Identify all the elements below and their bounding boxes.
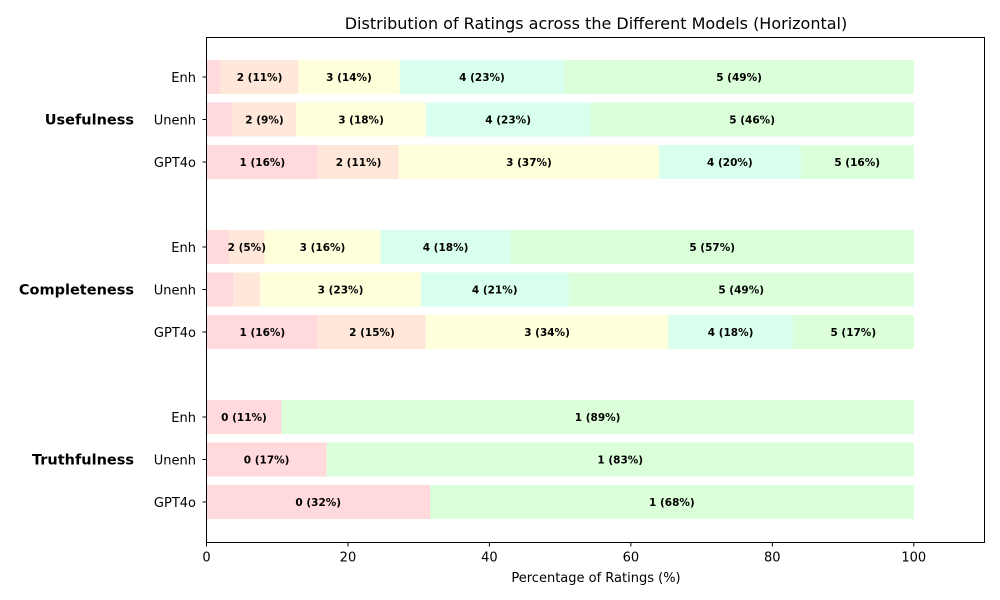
data-label-usefulness-enh-rating-4: 4 (23%) bbox=[459, 72, 505, 84]
bar-segment-truthfulness-enh-rating-1 bbox=[281, 400, 914, 434]
bar-segment-completeness-unenh-rating-1 bbox=[206, 272, 234, 307]
bar-segment-usefulness-gpt4o-rating-4 bbox=[659, 145, 801, 179]
data-label-truthfulness-unenh-rating-1: 1 (83%) bbox=[597, 455, 643, 467]
bar-segment-completeness-gpt4o-rating-3 bbox=[425, 315, 669, 349]
bar-segment-truthfulness-enh-rating-0 bbox=[206, 400, 282, 434]
group-label-truthfulness: Truthfulness bbox=[32, 453, 134, 469]
data-label-completeness-gpt4o-rating-2: 2 (15%) bbox=[349, 327, 395, 339]
group-label-usefulness: Usefulness bbox=[45, 113, 134, 129]
data-label-completeness-gpt4o-rating-3: 3 (34%) bbox=[524, 327, 570, 339]
data-label-usefulness-unenh-rating-5: 5 (46%) bbox=[729, 115, 775, 127]
data-label-usefulness-gpt4o-rating-3: 3 (37%) bbox=[506, 157, 552, 169]
data-label-completeness-enh-rating-3: 3 (16%) bbox=[300, 242, 346, 254]
data-label-completeness-unenh-rating-4: 4 (21%) bbox=[472, 285, 518, 297]
bar-segment-truthfulness-unenh-rating-0 bbox=[206, 442, 327, 477]
x-tick-label-0: 0 bbox=[202, 551, 210, 566]
bar-segment-usefulness-enh-rating-3 bbox=[298, 60, 400, 94]
x-tick-label-20: 20 bbox=[340, 551, 357, 566]
y-tick-label-completeness-enh: Enh bbox=[171, 241, 196, 256]
data-label-completeness-gpt4o-rating-1: 1 (16%) bbox=[240, 327, 286, 339]
bar-segment-usefulness-unenh-rating-3 bbox=[296, 102, 426, 137]
bar-segment-truthfulness-unenh-rating-1 bbox=[326, 442, 914, 477]
bar-segment-usefulness-gpt4o-rating-2 bbox=[318, 145, 399, 179]
bar-segment-usefulness-gpt4o-rating-3 bbox=[398, 145, 660, 179]
bar-segment-completeness-enh-rating-4 bbox=[380, 230, 511, 264]
x-tick-label-60: 60 bbox=[623, 551, 640, 566]
x-tick-label-100: 100 bbox=[901, 551, 926, 566]
x-axis: 0 20 40 60 80 100 bbox=[202, 542, 926, 566]
chart-title: Distribution of Ratings across the Diffe… bbox=[345, 14, 848, 33]
data-label-completeness-gpt4o-rating-5: 5 (17%) bbox=[830, 327, 876, 339]
data-label-truthfulness-gpt4o-rating-0: 0 (32%) bbox=[295, 497, 341, 509]
bar-segment-usefulness-enh-rating-5 bbox=[564, 60, 914, 94]
data-label-usefulness-enh-rating-2: 2 (11%) bbox=[237, 72, 283, 84]
bar-segment-completeness-unenh-rating-4 bbox=[420, 272, 569, 307]
bar-segment-completeness-enh-rating-5 bbox=[510, 230, 914, 264]
bar-segment-completeness-unenh-rating-2 bbox=[233, 272, 261, 307]
bar-segment-completeness-unenh-rating-3 bbox=[260, 272, 421, 307]
bar-segment-usefulness-enh-rating-2 bbox=[220, 60, 299, 94]
plot-frame bbox=[206, 37, 985, 543]
bar-segment-usefulness-enh-rating-4 bbox=[399, 60, 565, 94]
bar-segment-completeness-unenh-rating-5 bbox=[568, 272, 914, 307]
y-tick-label-completeness-unenh: Unenh bbox=[154, 284, 196, 299]
data-label-truthfulness-gpt4o-rating-1: 1 (68%) bbox=[649, 497, 695, 509]
data-label-completeness-unenh-rating-5: 5 (49%) bbox=[718, 285, 764, 297]
data-label-usefulness-enh-rating-5: 5 (49%) bbox=[716, 72, 762, 84]
bar-segment-completeness-enh-rating-3 bbox=[264, 230, 381, 264]
data-label-truthfulness-enh-rating-0: 0 (11%) bbox=[221, 412, 267, 424]
group-label-completeness: Completeness bbox=[19, 283, 134, 299]
data-label-usefulness-gpt4o-rating-5: 5 (16%) bbox=[834, 157, 880, 169]
data-label-completeness-enh-rating-4: 4 (18%) bbox=[423, 242, 469, 254]
bar-segment-usefulness-unenh-rating-4 bbox=[425, 102, 591, 137]
x-tick-label-80: 80 bbox=[764, 551, 781, 566]
y-tick-label-truthfulness-unenh: Unenh bbox=[154, 454, 196, 469]
data-label-truthfulness-enh-rating-1: 1 (89%) bbox=[575, 412, 621, 424]
data-label-completeness-enh-rating-2: 2 (5%) bbox=[228, 242, 266, 254]
y-tick-label-usefulness-enh: Enh bbox=[171, 71, 196, 86]
data-label-usefulness-gpt4o-rating-4: 4 (20%) bbox=[707, 157, 753, 169]
bar-segment-usefulness-gpt4o-rating-5 bbox=[800, 145, 914, 179]
bar-segment-completeness-enh-rating-1 bbox=[206, 230, 230, 264]
bar-segment-completeness-gpt4o-rating-5 bbox=[792, 315, 914, 349]
data-label-usefulness-unenh-rating-3: 3 (18%) bbox=[338, 115, 384, 127]
bar-segment-usefulness-unenh-rating-5 bbox=[590, 102, 914, 137]
y-tick-label-truthfulness-gpt4o: GPT4o bbox=[154, 496, 196, 511]
bar-segment-usefulness-enh-rating-1 bbox=[206, 60, 221, 94]
bar-segment-truthfulness-gpt4o-rating-1 bbox=[429, 485, 914, 519]
bar-segment-completeness-gpt4o-rating-2 bbox=[318, 315, 426, 349]
y-tick-label-usefulness-gpt4o: GPT4o bbox=[154, 156, 196, 171]
y-tick-label-truthfulness-enh: Enh bbox=[171, 411, 196, 426]
data-label-usefulness-unenh-rating-4: 4 (23%) bbox=[485, 115, 531, 127]
x-tick-label-40: 40 bbox=[481, 551, 498, 566]
y-tick-label-usefulness-unenh: Unenh bbox=[154, 114, 196, 129]
bar-segment-usefulness-unenh-rating-1 bbox=[206, 102, 233, 137]
data-label-completeness-unenh-rating-3: 3 (23%) bbox=[318, 285, 364, 297]
data-label-completeness-enh-rating-5: 5 (57%) bbox=[689, 242, 735, 254]
data-label-completeness-gpt4o-rating-4: 4 (18%) bbox=[708, 327, 754, 339]
labels-layer: Usefulness Enh 2 (11%) 3 (14%) 4 (23%) 5 (49%… bbox=[19, 71, 880, 511]
y-tick-label-completeness-gpt4o: GPT4o bbox=[154, 326, 196, 341]
bar-segment-completeness-gpt4o-rating-1 bbox=[206, 315, 319, 349]
data-label-usefulness-enh-rating-3: 3 (14%) bbox=[326, 72, 372, 84]
bar-segment-truthfulness-gpt4o-rating-0 bbox=[206, 485, 430, 519]
bar-segment-completeness-enh-rating-2 bbox=[229, 230, 265, 264]
x-axis-label: Percentage of Ratings (%) bbox=[511, 571, 680, 586]
data-label-usefulness-gpt4o-rating-1: 1 (16%) bbox=[240, 157, 286, 169]
data-label-truthfulness-unenh-rating-0: 0 (17%) bbox=[244, 455, 290, 467]
bars-layer bbox=[206, 60, 914, 519]
bar-segment-completeness-gpt4o-rating-4 bbox=[668, 315, 793, 349]
data-label-usefulness-unenh-rating-2: 2 (9%) bbox=[245, 115, 283, 127]
bar-segment-usefulness-gpt4o-rating-1 bbox=[206, 145, 319, 179]
data-label-usefulness-gpt4o-rating-2: 2 (11%) bbox=[336, 157, 382, 169]
bar-segment-usefulness-unenh-rating-2 bbox=[232, 102, 297, 137]
